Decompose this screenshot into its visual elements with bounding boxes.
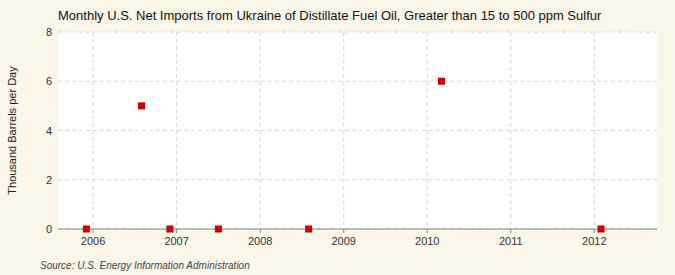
point [438,78,445,85]
grid [58,32,657,229]
x-tick-label: 2011 [499,235,523,247]
point [305,226,312,233]
grid-line-y [58,130,657,131]
point [598,226,605,233]
plot-area [58,32,657,229]
x-tick-label: 2010 [415,235,439,247]
x-tick-label: 2007 [164,235,188,247]
point [83,226,90,233]
grid-line-y [58,179,657,180]
grid-line-x [176,32,177,229]
grid-line-y [58,81,657,82]
grid-line-x [343,32,344,229]
points [83,78,605,233]
y-tick-label: 8 [46,26,52,38]
y-axis-label: Thousand Barrels per Day [6,66,18,195]
x-tick [510,229,511,233]
x-tick-label: 2012 [582,235,606,247]
point [215,226,222,233]
x-tick [176,229,177,233]
x-tick [594,229,595,233]
grid-line-x [260,32,261,229]
x-tick-label: 2006 [81,235,105,247]
grid-line-y [58,229,657,230]
x-tick [343,229,344,233]
chart: 2006 2007 2008 2009 2010 2011 2012 0 2 4 6 8 Thousan… [0,0,675,275]
grid-line-x [93,32,94,229]
grid-line-x [427,32,428,229]
y-tick-label: 0 [46,223,52,235]
y-tick-label: 4 [46,125,52,137]
title: Monthly U.S. Net Imports from Ukraine of… [58,8,602,23]
x-tick [93,229,94,233]
point [138,102,145,109]
grid-line-x [594,32,595,229]
source-note: Source: U.S. Energy Information Administ… [40,260,250,271]
x-tick [260,229,261,233]
x-axis-line [58,229,657,230]
y-tick-label: 2 [46,174,52,186]
point [166,226,173,233]
x-tick-label: 2009 [331,235,355,247]
x-tick [427,229,428,233]
grid-line-x [510,32,511,229]
y-tick-label: 6 [46,75,52,87]
x-tick-label: 2008 [248,235,272,247]
grid-line-y [58,32,657,33]
